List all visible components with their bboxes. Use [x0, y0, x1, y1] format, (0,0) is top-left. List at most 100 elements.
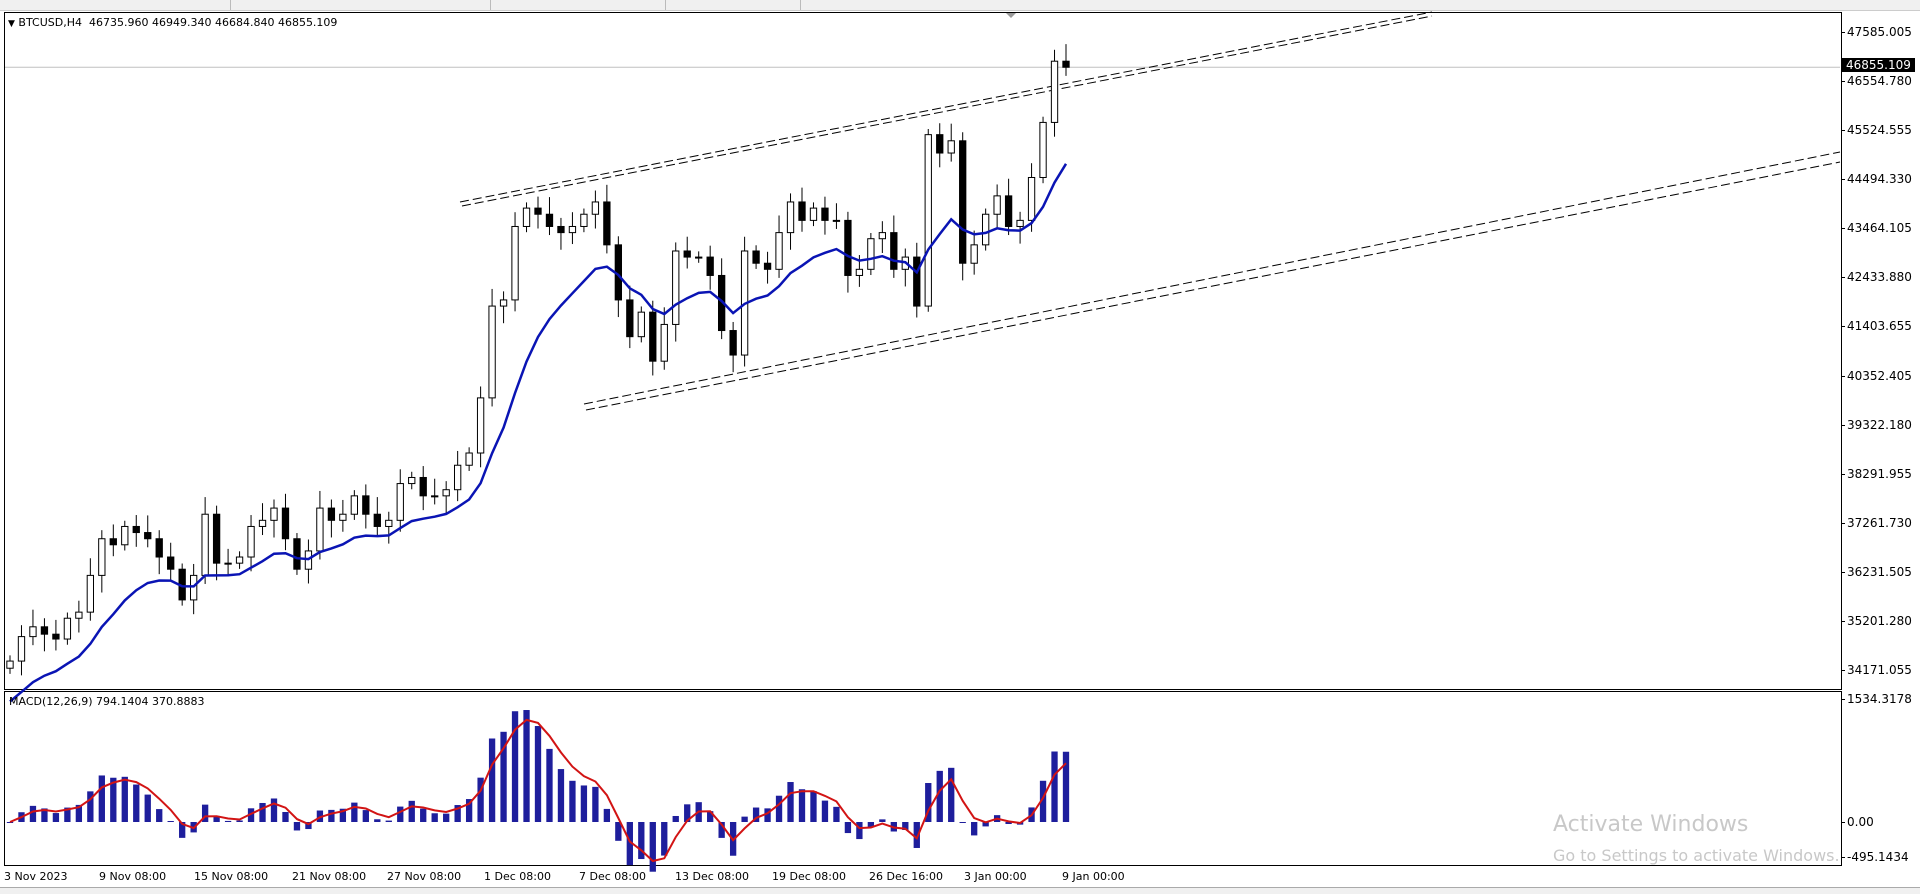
- candle-bear: [155, 538, 163, 558]
- macd-histogram-bar: [1005, 822, 1012, 825]
- candle-bear: [626, 299, 634, 338]
- activate-windows-watermark: Activate Windows: [1553, 812, 1749, 837]
- macd-histogram-bar: [500, 731, 507, 822]
- candle-bull: [431, 495, 439, 498]
- macd-histogram-bar: [959, 822, 966, 823]
- macd-histogram-bar: [684, 804, 691, 822]
- price-tick-label: 40352.405: [1841, 368, 1912, 383]
- trendline: [583, 151, 1841, 405]
- candle-bear: [419, 476, 427, 497]
- macd-histogram-bar: [282, 811, 289, 822]
- candle-bull: [786, 201, 795, 234]
- macd-histogram-bar: [454, 805, 461, 822]
- macd-histogram-bar: [339, 808, 347, 822]
- macd-histogram-bar: [293, 822, 301, 831]
- macd-histogram-bar: [707, 811, 714, 822]
- macd-histogram-bar: [879, 819, 886, 822]
- macd-histogram-bar: [511, 711, 519, 822]
- price-tick-label: 43464.105: [1841, 220, 1912, 235]
- candle-bull: [970, 244, 978, 264]
- candle-bull: [29, 626, 37, 638]
- toolbar-separator: [800, 0, 801, 10]
- macd-histogram-bar: [925, 783, 932, 822]
- trendline: [585, 161, 1841, 411]
- candle-bear: [52, 633, 60, 640]
- macd-histogram-bar: [626, 822, 633, 866]
- price-tick-label: 44494.330: [1841, 171, 1912, 186]
- candle-bull: [6, 660, 14, 669]
- candle-bull: [695, 256, 703, 259]
- macd-histogram-bar: [167, 821, 174, 823]
- candle-bull: [878, 232, 887, 240]
- macd-histogram-bar: [121, 776, 128, 822]
- time-tick-label: 21 Nov 08:00: [292, 870, 367, 883]
- candle-bull: [75, 611, 83, 619]
- candle-bull: [867, 238, 875, 270]
- macd-histogram-bar: [213, 815, 220, 822]
- time-tick-label: 1 Dec 08:00: [484, 870, 551, 883]
- macd-histogram-bar: [844, 822, 852, 834]
- macd-histogram-bar: [87, 791, 94, 822]
- candle-bear: [821, 207, 829, 221]
- macd-histogram-bar: [431, 813, 438, 822]
- candle-bull: [396, 483, 404, 521]
- macd-histogram-bar: [534, 726, 542, 822]
- toolbar-separator: [490, 0, 491, 10]
- chart-tabs-bar[interactable]: [0, 887, 1920, 894]
- macd-histogram-bar: [936, 770, 943, 822]
- candle-bear: [327, 507, 336, 521]
- candle-bull: [258, 519, 267, 527]
- macd-histogram-bar: [821, 800, 829, 822]
- candle-bear: [545, 213, 554, 227]
- macd-histogram-bar: [948, 767, 955, 822]
- macd-histogram-bar: [557, 769, 565, 822]
- macd-histogram-bar: [236, 820, 243, 822]
- candle-bear: [167, 556, 175, 570]
- macd-panel[interactable]: [4, 691, 1842, 866]
- price-chart-panel[interactable]: [4, 12, 1842, 690]
- macd-histogram-bar: [982, 822, 989, 827]
- macd-histogram-bar: [408, 800, 415, 822]
- macd-histogram-bar: [488, 738, 496, 822]
- chart-shift-marker-icon: [1006, 13, 1016, 18]
- candle-bear: [603, 201, 611, 246]
- time-tick-label: 3 Nov 2023: [4, 870, 68, 883]
- macd-histogram-bar: [362, 810, 369, 822]
- moving-average-line: [9, 163, 1068, 703]
- current-price-tag: 46855.109: [1842, 58, 1915, 72]
- time-tick-label: 26 Dec 16:00: [869, 870, 943, 883]
- macd-histogram-bar: [971, 822, 978, 836]
- candle-bear: [557, 225, 565, 234]
- candle-bear: [936, 134, 944, 154]
- collapse-triangle-icon[interactable]: ▼: [8, 19, 15, 29]
- macd-histogram-bar: [592, 786, 599, 822]
- macd-histogram-bar: [477, 777, 484, 822]
- toolbar-separator: [230, 0, 231, 10]
- macd-tick-label: 1534.3178: [1841, 692, 1912, 706]
- price-tick-label: 42433.880: [1841, 269, 1912, 284]
- macd-histogram-bar: [775, 795, 783, 822]
- candle-bull: [522, 207, 531, 227]
- candle-bear: [144, 532, 152, 540]
- macd-histogram-bar: [764, 808, 771, 822]
- candle-bear: [649, 311, 657, 362]
- price-tick-label: 38291.955: [1841, 466, 1912, 481]
- macd-histogram-bar: [110, 777, 117, 822]
- candle-bull: [672, 250, 680, 325]
- macd-histogram-bar: [259, 802, 266, 822]
- macd-histogram-bar: [75, 804, 83, 822]
- macd-histogram-bar: [397, 806, 404, 822]
- macd-histogram-bar: [270, 798, 278, 822]
- candle-bear: [959, 140, 967, 264]
- macd-histogram-bar: [638, 822, 645, 860]
- candle-bull: [453, 464, 462, 491]
- price-tick-label: 39322.180: [1841, 417, 1912, 432]
- candle-bull: [247, 525, 255, 558]
- macd-tick-label: 0.00: [1841, 815, 1874, 829]
- macd-histogram-bar: [569, 780, 576, 822]
- macd-histogram-bar: [374, 819, 381, 822]
- candle-bull: [98, 538, 106, 576]
- candle-bull: [17, 636, 26, 662]
- price-tick-label: 37261.730: [1841, 515, 1912, 530]
